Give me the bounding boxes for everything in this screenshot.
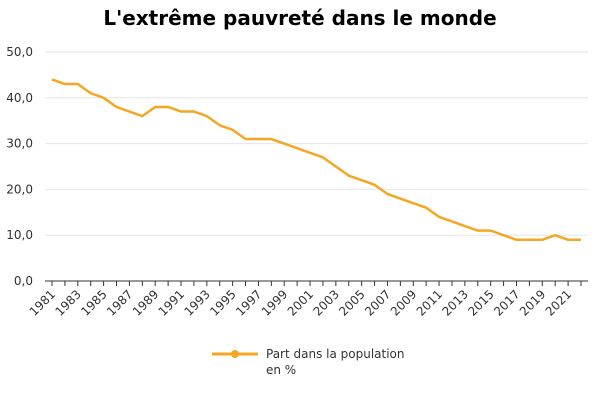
y-tick-label: 10,0 <box>6 228 33 242</box>
x-tick-label: 1985 <box>78 287 109 318</box>
data-point[interactable] <box>539 237 545 243</box>
x-tick-label: 2015 <box>465 287 496 318</box>
data-point[interactable] <box>578 237 584 243</box>
data-point[interactable] <box>513 237 519 243</box>
data-point[interactable] <box>178 109 184 115</box>
x-tick-label: 1981 <box>27 287 58 318</box>
data-point[interactable] <box>462 223 468 229</box>
x-tick-label: 2013 <box>439 287 470 318</box>
x-tick-label: 1983 <box>52 287 83 318</box>
data-point[interactable] <box>333 164 339 170</box>
x-tick-label: 2007 <box>362 287 393 318</box>
legend-marker-icon <box>231 350 239 358</box>
x-tick-label: 2017 <box>491 287 522 318</box>
legend-label-line2: en % <box>266 363 296 377</box>
x-tick-label: 1987 <box>104 287 135 318</box>
y-tick-label: 50,0 <box>6 45 33 59</box>
y-tick-label: 30,0 <box>6 137 33 151</box>
data-point[interactable] <box>307 150 313 156</box>
data-point[interactable] <box>565 237 571 243</box>
legend-label-line1: Part dans la population <box>266 347 405 361</box>
chart-title: L'extrême pauvreté dans le monde <box>103 6 496 30</box>
series-line[interactable] <box>51 78 581 242</box>
data-point[interactable] <box>165 104 171 110</box>
x-tick-label: 1997 <box>233 287 264 318</box>
data-point[interactable] <box>436 214 442 220</box>
y-axis: 0,0 10,0 20,0 30,0 40,0 50,0 <box>6 45 33 288</box>
grid-layer <box>45 51 588 236</box>
data-point[interactable] <box>346 173 352 179</box>
series-layer <box>49 76 584 243</box>
y-tick-label: 40,0 <box>6 91 33 105</box>
data-point[interactable] <box>268 136 274 142</box>
data-point[interactable] <box>294 145 300 151</box>
x-tick-label: 1995 <box>207 287 238 318</box>
data-point[interactable] <box>114 104 120 110</box>
y-tick-label: 20,0 <box>6 182 33 196</box>
data-point[interactable] <box>62 81 68 87</box>
x-tick-label: 2001 <box>285 287 316 318</box>
data-point[interactable] <box>152 104 158 110</box>
data-point[interactable] <box>488 228 494 234</box>
x-tick-label: 2019 <box>517 287 548 318</box>
data-point[interactable] <box>243 136 249 142</box>
x-tick-label: 2009 <box>388 287 419 318</box>
data-point[interactable] <box>475 228 481 234</box>
data-point[interactable] <box>75 81 81 87</box>
data-point[interactable] <box>372 182 378 188</box>
data-point[interactable] <box>526 237 532 243</box>
x-tick-label: 1991 <box>156 287 187 318</box>
data-point[interactable] <box>101 95 107 101</box>
data-point[interactable] <box>320 154 326 160</box>
x-tick-label: 1993 <box>181 287 212 318</box>
x-tick-label: 2011 <box>414 287 445 318</box>
x-tick-label: 1999 <box>259 287 290 318</box>
data-point[interactable] <box>359 177 365 183</box>
data-point[interactable] <box>552 232 558 238</box>
data-point[interactable] <box>281 141 287 147</box>
data-point[interactable] <box>191 109 197 115</box>
x-tick-label: 2003 <box>310 287 341 318</box>
data-point[interactable] <box>88 90 94 96</box>
data-point[interactable] <box>423 205 429 211</box>
data-point[interactable] <box>449 218 455 224</box>
data-point[interactable] <box>384 191 390 197</box>
data-point[interactable] <box>255 136 261 142</box>
legend[interactable]: Part dans la population en % <box>212 347 405 377</box>
data-point[interactable] <box>126 109 132 115</box>
data-point[interactable] <box>204 113 210 119</box>
x-tick-label: 2005 <box>336 287 367 318</box>
y-tick-label: 0,0 <box>14 274 33 288</box>
data-point[interactable] <box>217 122 223 128</box>
data-point[interactable] <box>139 113 145 119</box>
data-point[interactable] <box>49 76 55 82</box>
x-tick-label: 1989 <box>130 287 161 318</box>
x-axis: 1981198319851987198919911993199519971999… <box>27 280 588 319</box>
data-point[interactable] <box>397 196 403 202</box>
data-point[interactable] <box>410 200 416 206</box>
x-tick-label: 2021 <box>543 287 574 318</box>
data-point[interactable] <box>501 232 507 238</box>
data-point[interactable] <box>230 127 236 133</box>
